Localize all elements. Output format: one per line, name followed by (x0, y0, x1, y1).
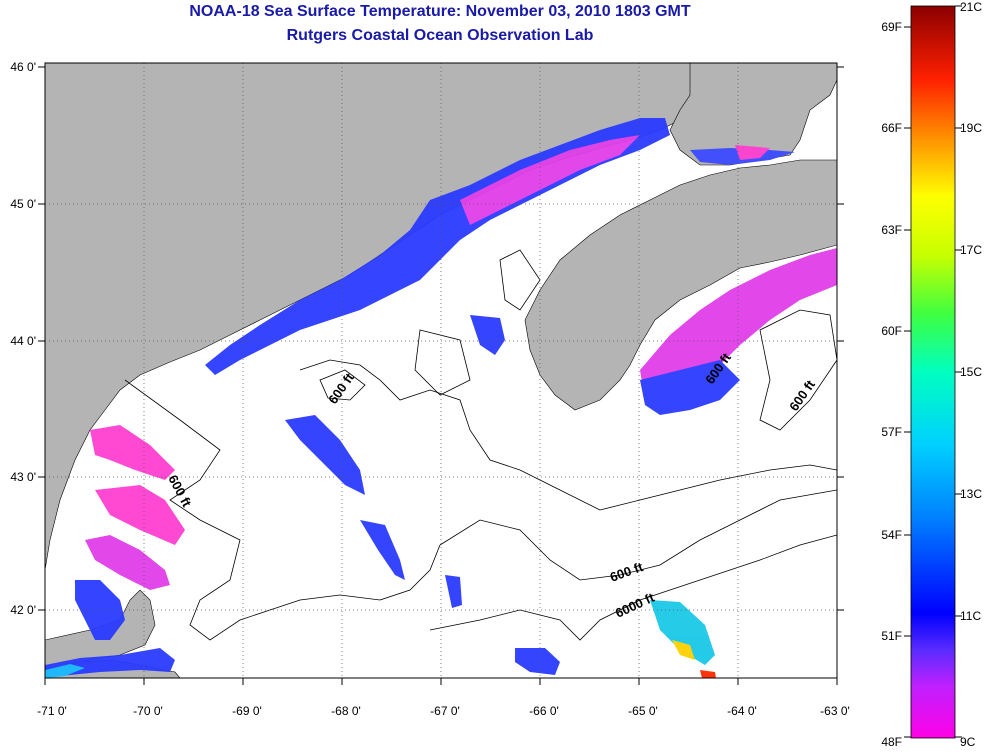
contour-ns-shelf (759, 309, 837, 431)
lon-label-67: -67 0' (430, 704, 460, 718)
cbar-c-11: 11C (960, 609, 981, 623)
lon-label-64: -64 0' (727, 704, 757, 718)
cbar-c-17: 17C (960, 243, 982, 257)
sst-cape-pink-2 (85, 535, 170, 590)
map-subtitle: Rutgers Coastal Ocean Observation Lab (286, 27, 594, 44)
colorbar-gradient (910, 5, 956, 739)
map-title: NOAA-18 Sea Surface Temperature: Novembe… (189, 3, 691, 20)
sst-gulf-small (445, 575, 462, 608)
contour-6000ft (429, 534, 837, 641)
sst-coastal-maine-pink (460, 135, 640, 225)
sst-georges-blue (515, 648, 560, 675)
depth-contours (124, 249, 837, 641)
lat-lon-grid (45, 63, 837, 678)
sst-georges-hot (700, 670, 716, 678)
cbar-c-15: 15C (960, 365, 982, 379)
contour-bank-2 (414, 329, 471, 396)
cbar-f-66: 66F (881, 121, 902, 135)
contour-bank (319, 369, 366, 401)
cbar-f-60: 60F (881, 324, 902, 338)
colorbar: 69F 66F 63F 60F 57F 54F 51F 48F 21C 19C … (881, 0, 982, 749)
lat-label-42: 42 0' (10, 603, 36, 617)
sst-mid-gulf (285, 415, 365, 495)
cbar-f-69: 69F (881, 20, 902, 34)
map-area: 600 ft 600 ft 600 ft 600 ft 600 ft 6000 … (45, 63, 837, 678)
cbar-f-51: 51F (881, 629, 902, 643)
lon-label-71: -71 0' (37, 704, 67, 718)
lon-label-69: -69 0' (232, 704, 262, 718)
cbar-c-9: 9C (960, 735, 976, 749)
cbar-f-54: 54F (881, 528, 902, 542)
sst-cape-blue (75, 580, 125, 640)
cbar-c-13: 13C (960, 487, 982, 501)
lon-label-70: -70 0' (133, 704, 163, 718)
cbar-f-63: 63F (881, 223, 902, 237)
contour-600ft-east (439, 489, 837, 581)
contour-gulf-basin (499, 249, 541, 311)
sst-mass-bay-pink (90, 425, 175, 480)
sst-nova-scotia-blue (640, 360, 740, 415)
contour-600ft-gulf (299, 359, 837, 511)
land-nova-scotia (524, 159, 837, 411)
sst-coverage (45, 118, 837, 678)
map-ticks (38, 66, 844, 685)
sst-south-cyan (45, 664, 85, 678)
lat-label-44: 44 0' (10, 334, 36, 348)
cbar-f-48: 48F (881, 735, 902, 749)
lat-label-45: 45 0' (10, 197, 36, 211)
lon-label-68: -68 0' (331, 704, 361, 718)
lon-label-63: -63 0' (820, 704, 850, 718)
cbar-c-19: 19C (960, 121, 982, 135)
sst-bay-fundy-pink (735, 145, 770, 160)
sst-georges-warm (650, 600, 715, 665)
lon-label-66: -66 0' (529, 704, 559, 718)
sst-georges-warmer (672, 640, 695, 660)
colorbar-ticks (904, 5, 962, 738)
sst-mid-gulf-2 (360, 520, 405, 580)
cbar-f-57: 57F (881, 425, 902, 439)
lat-label-46: 46 0' (10, 60, 36, 74)
sst-cape-pink-1 (95, 485, 185, 545)
lon-label-65: -65 0' (628, 704, 658, 718)
lat-label-43: 43 0' (10, 470, 36, 484)
contour-600ft-west (124, 379, 441, 641)
sst-gulf-east (470, 315, 505, 355)
cbar-c-21: 21C (960, 0, 982, 14)
